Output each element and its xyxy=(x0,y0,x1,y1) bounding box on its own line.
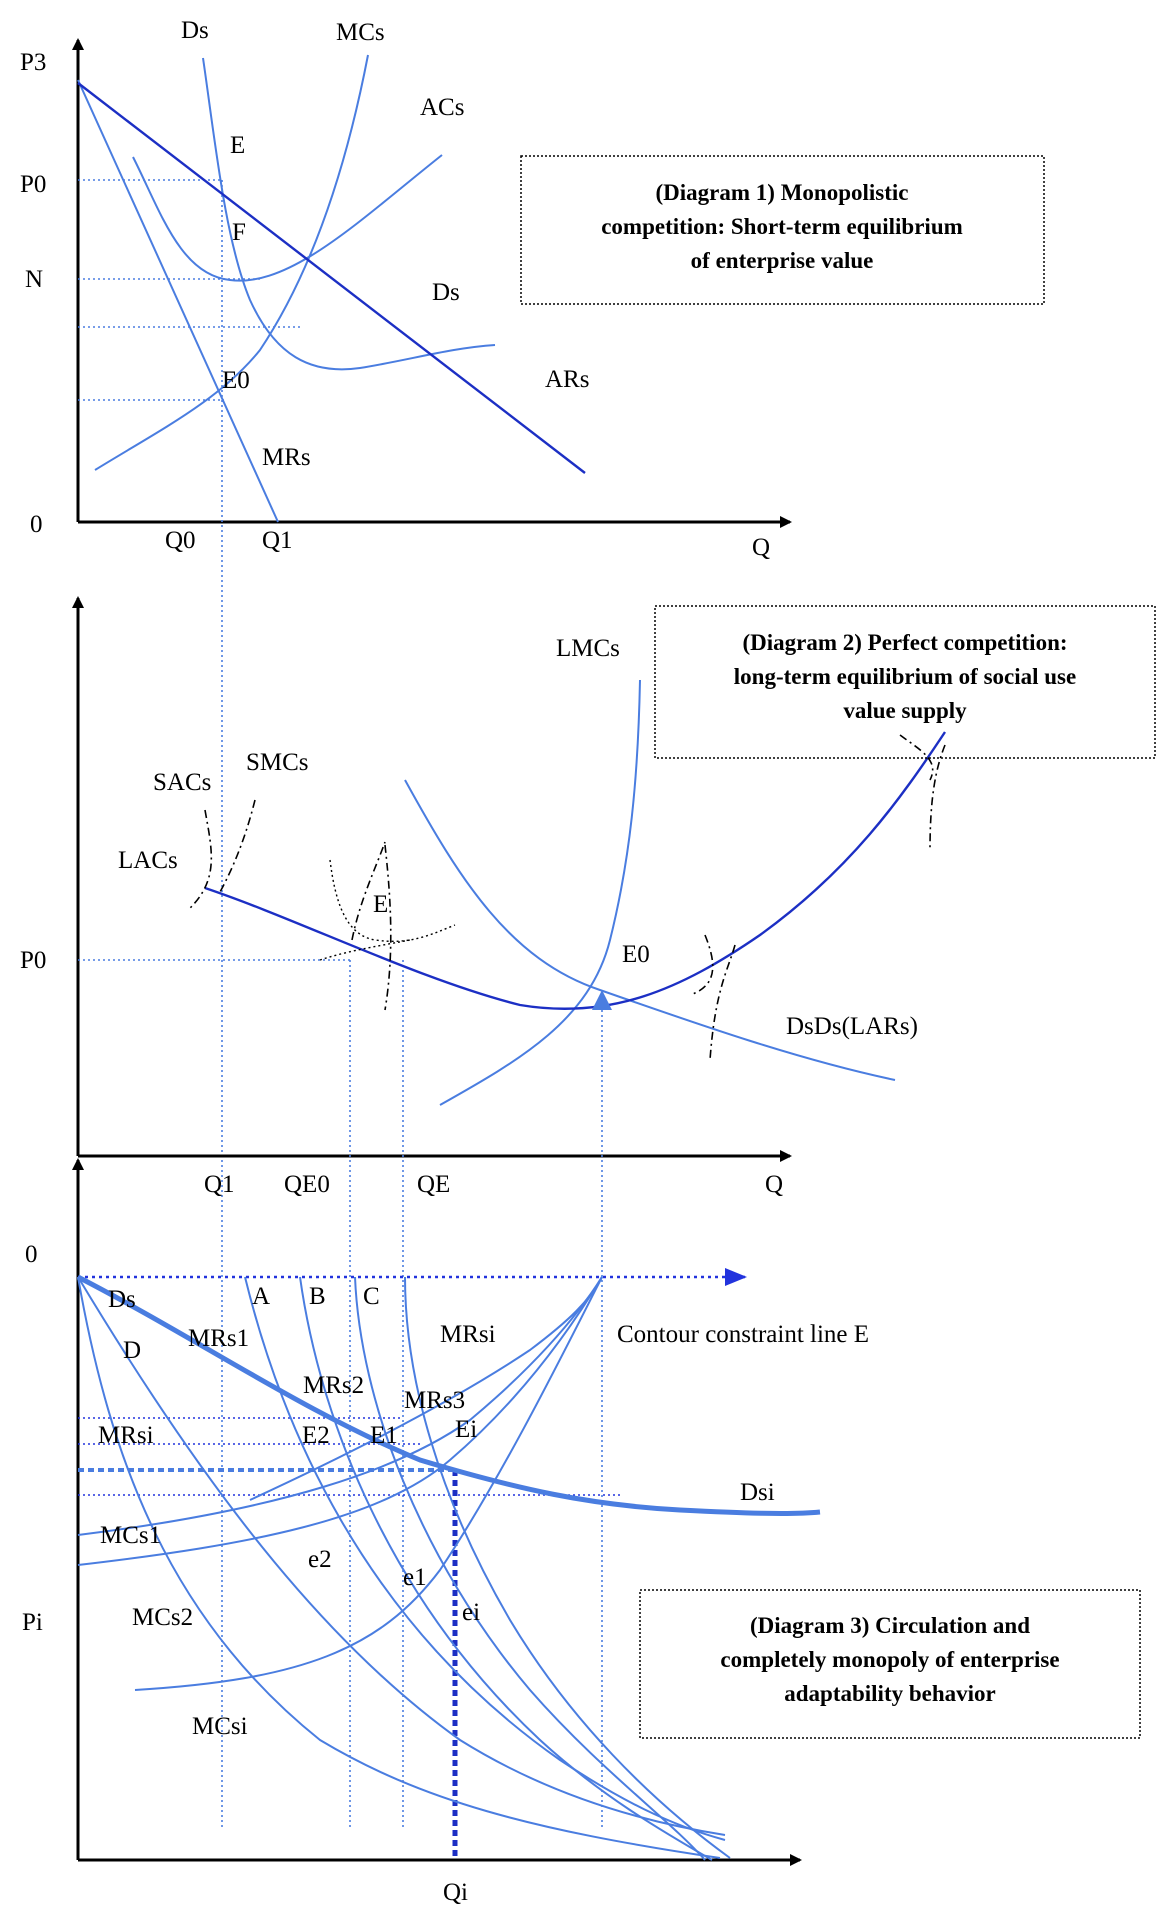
d3-mcs1-curve xyxy=(77,1276,603,1566)
d1-label-q1: Q1 xyxy=(262,527,293,554)
d3-label-b: B xyxy=(309,1283,326,1310)
d3-dsi-curve xyxy=(76,1274,821,1516)
d2-e0-marker xyxy=(592,990,612,1010)
d2-sac-1 xyxy=(187,809,213,911)
d3-label-mrsi-top: MRsi xyxy=(440,1321,496,1348)
d2-smc-2 xyxy=(709,944,736,1061)
d1-label-origin: 0 xyxy=(30,511,43,538)
d3-mcsi-curve xyxy=(134,1276,603,1691)
d2-label-qe0: QE0 xyxy=(284,1171,330,1198)
d1-point-e: E xyxy=(230,132,245,159)
d2-sac-4 xyxy=(329,859,456,943)
d2-label-lacs: LACs xyxy=(118,847,178,874)
d3-title-line-3: adaptability behavior xyxy=(784,1681,996,1706)
d3-label-mcs1: MCs1 xyxy=(100,1522,161,1549)
d1-title-box xyxy=(520,155,1045,305)
d3-title-box xyxy=(639,1589,1141,1739)
d3-title-line-1: (Diagram 3) Circulation and xyxy=(750,1613,1030,1638)
d3-label-origin: 0 xyxy=(25,1241,38,1268)
d1-mcs-curve xyxy=(94,54,369,471)
d3-point-e1-lower: e1 xyxy=(403,1564,427,1591)
d2-label-lmcs: LMCs xyxy=(556,635,620,662)
d3-title-line-2: completely monopoly of enterprise xyxy=(720,1647,1059,1672)
d2-smc-5 xyxy=(351,841,386,941)
d1-title-line-2: competition: Short-term equilibrium xyxy=(601,214,963,239)
d2-label-smcs: SMCs xyxy=(246,749,309,776)
d2-lmcs-curve xyxy=(439,679,641,1106)
d1-ars-curve xyxy=(77,82,586,474)
d1-label-ars: ARs xyxy=(545,366,589,393)
d2-title-line-1: (Diagram 2) Perfect competition: xyxy=(742,630,1067,655)
d3-point-e2: E2 xyxy=(302,1422,330,1449)
d1-label-q0: Q0 xyxy=(165,527,196,554)
d1-label-mcs: MCs xyxy=(336,19,385,46)
d2-label-dsds: DsDs(LARs) xyxy=(786,1013,918,1040)
d2-sac-2 xyxy=(689,934,714,996)
d3-label-mrsi-left: MRsi xyxy=(98,1422,154,1449)
d1-label-mrs: MRs xyxy=(262,444,311,471)
d3-label-mcs2: MCs2 xyxy=(132,1604,193,1631)
d2-label-p0: P0 xyxy=(20,947,46,974)
d3-mrs-c-curve xyxy=(354,1276,706,1861)
d3-label-mcsi: MCsi xyxy=(192,1713,248,1740)
d3-d-curve xyxy=(77,1276,721,1859)
d2-title-line-3: value supply xyxy=(843,698,967,723)
d1-label-p0: P0 xyxy=(20,171,46,198)
d3-label-a: A xyxy=(252,1283,270,1310)
d3-label-d: D xyxy=(123,1337,141,1364)
d2-lacs-curve xyxy=(204,731,947,1011)
d2-sac-3 xyxy=(899,734,934,781)
d1-label-q: Q xyxy=(752,534,770,561)
d2-dsds-curve xyxy=(404,779,896,1081)
d3-label-dsi: Dsi xyxy=(740,1479,775,1506)
d1-point-f: F xyxy=(232,219,246,246)
d3-label-ds: Ds xyxy=(108,1286,136,1313)
d3-point-ei-lower: ei xyxy=(462,1599,480,1626)
d3-point-e2-lower: e2 xyxy=(308,1546,332,1573)
diagram-2: P0 Q1 QE0 QE Q LMCs SACs SMCs LACs DsDs(… xyxy=(20,596,1156,1830)
d3-label-mrs2: MRs2 xyxy=(303,1372,364,1399)
d2-title-box xyxy=(654,605,1156,759)
d1-acs-curve xyxy=(132,154,443,282)
d1-label-p3: P3 xyxy=(20,49,46,76)
d2-label-q: Q xyxy=(765,1171,783,1198)
d2-label-sacs: SACs xyxy=(153,769,211,796)
d3-point-ei: Ei xyxy=(455,1416,477,1443)
d1-title-line-3: of enterprise value xyxy=(691,248,874,273)
d1-mrs-curve xyxy=(77,79,279,523)
d1-title-line-1: (Diagram 1) Monopolistic xyxy=(656,180,909,205)
d1-label-acs: ACs xyxy=(420,94,464,121)
d3-label-mrs3: MRs3 xyxy=(404,1387,465,1414)
d3-label-mrs1: MRs1 xyxy=(188,1325,249,1352)
d1-label-ds-mid: Ds xyxy=(432,279,460,306)
d1-ds-curve xyxy=(202,57,496,371)
d3-mcs-mid-curve xyxy=(249,1276,603,1501)
d2-point-e0: E0 xyxy=(622,941,650,968)
d2-label-q1: Q1 xyxy=(204,1171,235,1198)
d3-mrs1-curve xyxy=(77,1276,726,1836)
diagram-1: P3 P0 N 0 Q0 Q1 Q Ds MCs ACs Ds ARs MRs … xyxy=(20,17,1045,1830)
d1-label-n: N xyxy=(25,266,43,293)
d2-label-qe: QE xyxy=(417,1171,450,1198)
d2-point-e: E xyxy=(373,891,388,918)
diagram-3: 0 Pi Qi Ds A B C MRsi Contour constraint… xyxy=(22,1158,1141,1906)
d3-mrs-i-curve xyxy=(404,1276,731,1859)
d3-mcs2-curve xyxy=(77,1276,603,1536)
d3-point-e1: E1 xyxy=(370,1422,398,1449)
d1-point-e0: E0 xyxy=(222,367,250,394)
d3-label-qi: Qi xyxy=(443,1879,468,1906)
d3-mrs-b-curve xyxy=(299,1276,713,1861)
d2-smc-1 xyxy=(219,799,256,893)
d2-smc-4 xyxy=(384,844,392,1011)
d3-label-pi: Pi xyxy=(22,1609,43,1636)
d3-label-c: C xyxy=(363,1283,380,1310)
d2-smc-3 xyxy=(929,744,946,851)
d1-label-ds-top: Ds xyxy=(181,17,209,44)
d3-label-contour: Contour constraint line E xyxy=(617,1321,869,1348)
d2-title-line-2: long-term equilibrium of social use xyxy=(734,664,1076,689)
